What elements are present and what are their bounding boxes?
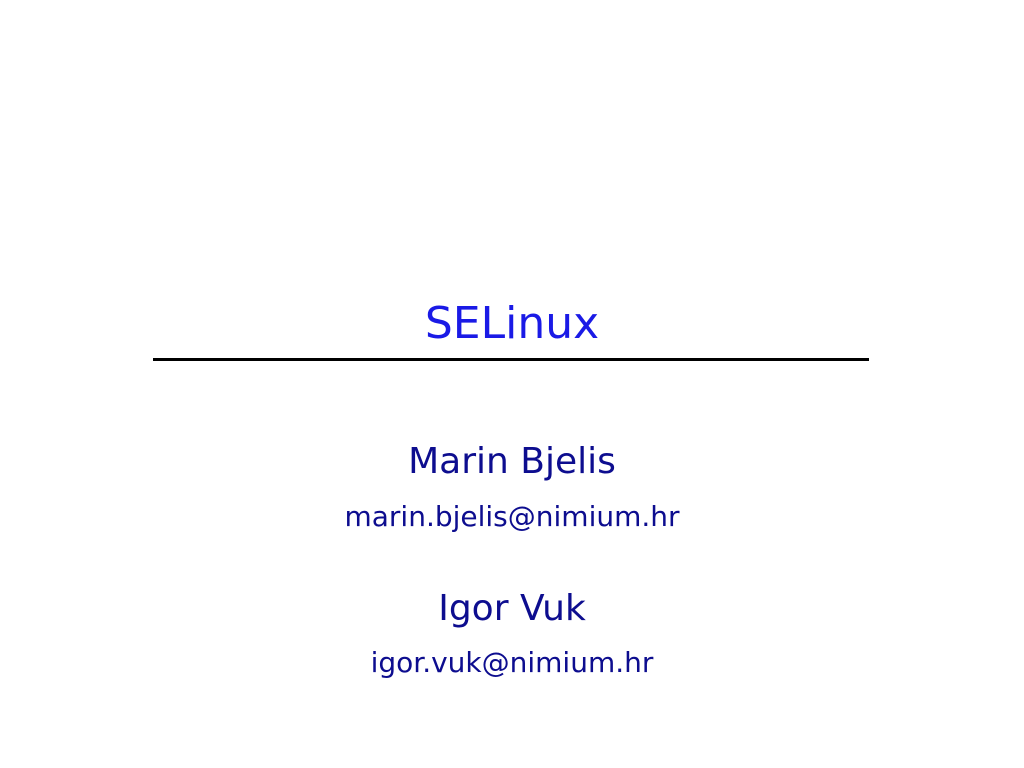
author-name: Igor Vuk [438, 588, 586, 629]
slide-title: SELinux [424, 298, 600, 349]
author-email: igor.vuk@nimium.hr [370, 646, 654, 679]
author-name: Marin Bjelis [408, 441, 616, 482]
author-email: marin.bjelis@nimium.hr [344, 500, 680, 533]
title-divider [153, 358, 869, 361]
